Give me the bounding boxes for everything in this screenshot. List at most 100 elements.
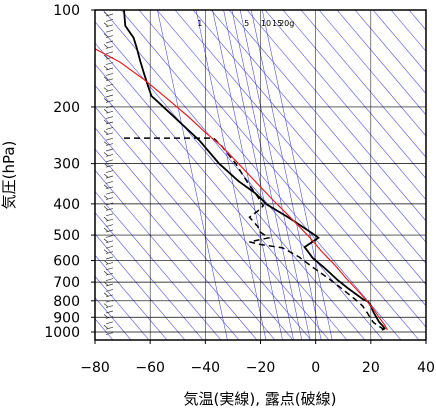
wind-barb-flag (103, 141, 109, 146)
wind-barb (105, 175, 114, 179)
wind-barb (105, 73, 114, 76)
mixing-ratio-label: 10 (261, 19, 271, 28)
adiabat-line (95, 233, 186, 340)
adiabat-line (282, 10, 426, 179)
adiabat-line (210, 10, 426, 264)
wind-barb-flag (103, 184, 109, 189)
y-tick-label: 800 (53, 294, 80, 310)
wind-barb (105, 208, 114, 211)
wind-barb-flag (103, 98, 109, 103)
wind-barb (105, 305, 114, 308)
wind-barb (105, 40, 114, 44)
wind-barb (105, 289, 114, 292)
adiabat-line (318, 10, 426, 137)
adiabat-line (174, 10, 426, 307)
adiabat-line (95, 191, 222, 340)
wind-barb (105, 154, 114, 157)
wind-barb-flag (103, 54, 109, 59)
wind-barb (105, 202, 114, 206)
wind-barb (105, 29, 114, 33)
y-tick-label: 600 (53, 254, 80, 270)
wind-barb-flag (103, 249, 109, 254)
y-tick-label: 400 (53, 197, 80, 213)
adiabat-line (95, 254, 168, 340)
wind-barb (105, 105, 114, 109)
wind-barb (105, 19, 114, 22)
wind-barb-flag (103, 11, 109, 16)
wind-barb (105, 332, 114, 335)
wind-barb (105, 148, 114, 152)
wind-barb (105, 229, 114, 233)
wind-barb (105, 235, 114, 238)
wind-barb-flag (103, 227, 109, 232)
wind-barb (105, 132, 114, 136)
wind-barb (105, 94, 114, 98)
wind-barb (105, 83, 114, 87)
mixing-ratio-line (250, 10, 322, 340)
wind-barb (105, 164, 114, 168)
wind-barb (105, 267, 114, 271)
adiabat-line (354, 10, 426, 95)
wind-barb-flag (103, 44, 109, 49)
wind-barb (105, 191, 114, 195)
wind-barb-flag (103, 173, 109, 178)
dry-adiabat-lines (95, 10, 426, 340)
wind-barb (105, 251, 114, 254)
wind-barb-flag (103, 260, 109, 265)
x-axis-title: 気温(実線), 露点(破線) (184, 390, 337, 408)
wind-barb (105, 116, 114, 119)
mixing-ratio-label: 20g (279, 19, 294, 28)
adiabat-line (95, 275, 150, 340)
y-tick-label: 100 (53, 3, 80, 19)
wind-barb (105, 51, 114, 55)
wind-barb (105, 170, 114, 173)
wind-barb-flag (103, 206, 109, 211)
adiabat-line (264, 10, 426, 201)
wind-barb-flag (103, 195, 109, 200)
wind-barb (105, 278, 114, 281)
wind-barbs (103, 11, 114, 335)
dewpoint-line (124, 137, 386, 331)
wind-barb (105, 121, 114, 125)
wind-barb-flag (103, 162, 109, 167)
adiabat-line (192, 10, 426, 286)
wind-barb-flag (103, 324, 109, 329)
adiabat-line (120, 10, 402, 340)
adiabat-line (138, 10, 420, 340)
y-tick-label: 200 (53, 100, 80, 116)
adiabat-line (95, 148, 258, 340)
wind-barb (105, 24, 114, 28)
y-tick-label: 300 (53, 157, 80, 173)
wind-barb (105, 46, 114, 49)
adiabat-line (95, 21, 366, 340)
wind-barb (105, 321, 114, 325)
adiabat-line (95, 85, 312, 340)
wind-barb (105, 35, 114, 38)
x-tick-label: 40 (417, 360, 435, 376)
adiabat-line (95, 42, 348, 340)
y-tick-label: 900 (53, 310, 80, 326)
mixing-ratio-label: 15 (272, 19, 282, 28)
grid-lines (95, 10, 426, 340)
wind-barb (105, 299, 114, 303)
wind-barb-flag (103, 87, 109, 92)
adiabat-line (372, 10, 426, 73)
adiabat-line (228, 10, 426, 243)
x-tick-label: −40 (191, 360, 221, 376)
wind-barb (105, 13, 114, 17)
profile-series (95, 10, 388, 331)
wind-barb (105, 197, 114, 200)
mixing-ratio-label: 5 (244, 19, 249, 28)
mixing-ratio-line (261, 10, 333, 340)
adiabat-line (300, 10, 426, 158)
wind-barb (105, 240, 114, 244)
wind-barb (105, 256, 114, 260)
wind-barb (105, 110, 114, 114)
adiabat-line (102, 10, 384, 340)
wind-barb (105, 294, 114, 298)
adiabat-line (95, 169, 240, 340)
parcel-line (95, 48, 388, 331)
mixing-ratio-line (239, 10, 311, 340)
wind-barb-flag (103, 130, 109, 135)
